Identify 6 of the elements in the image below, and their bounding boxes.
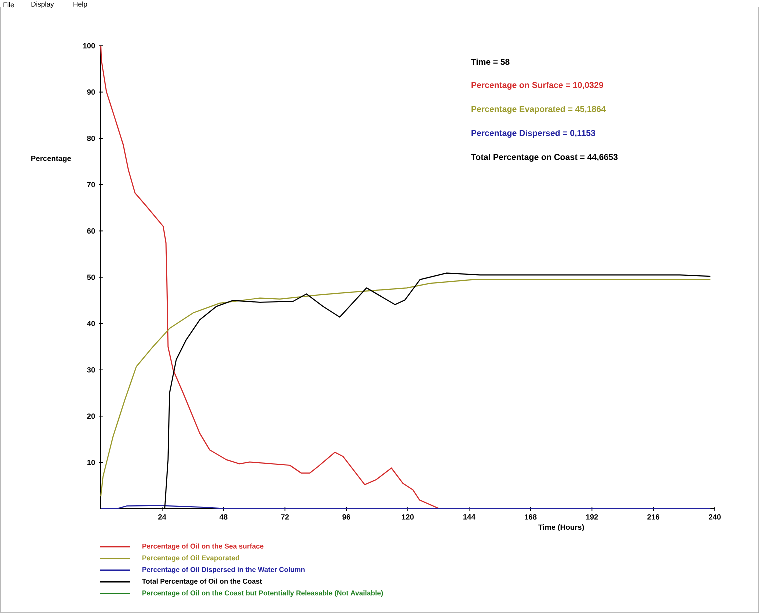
annotation: Percentage Evaporated = 45,1864 xyxy=(472,106,606,114)
annotation: Time = 58 xyxy=(471,58,510,66)
annotation: Percentage Dispersed = 0,1153 xyxy=(472,130,596,138)
line-series xyxy=(100,279,712,498)
annotation: Total Percentage on Coast = 44,6653 xyxy=(471,154,618,162)
annotation: Percentage on Surface = 10,0329 xyxy=(472,82,604,90)
